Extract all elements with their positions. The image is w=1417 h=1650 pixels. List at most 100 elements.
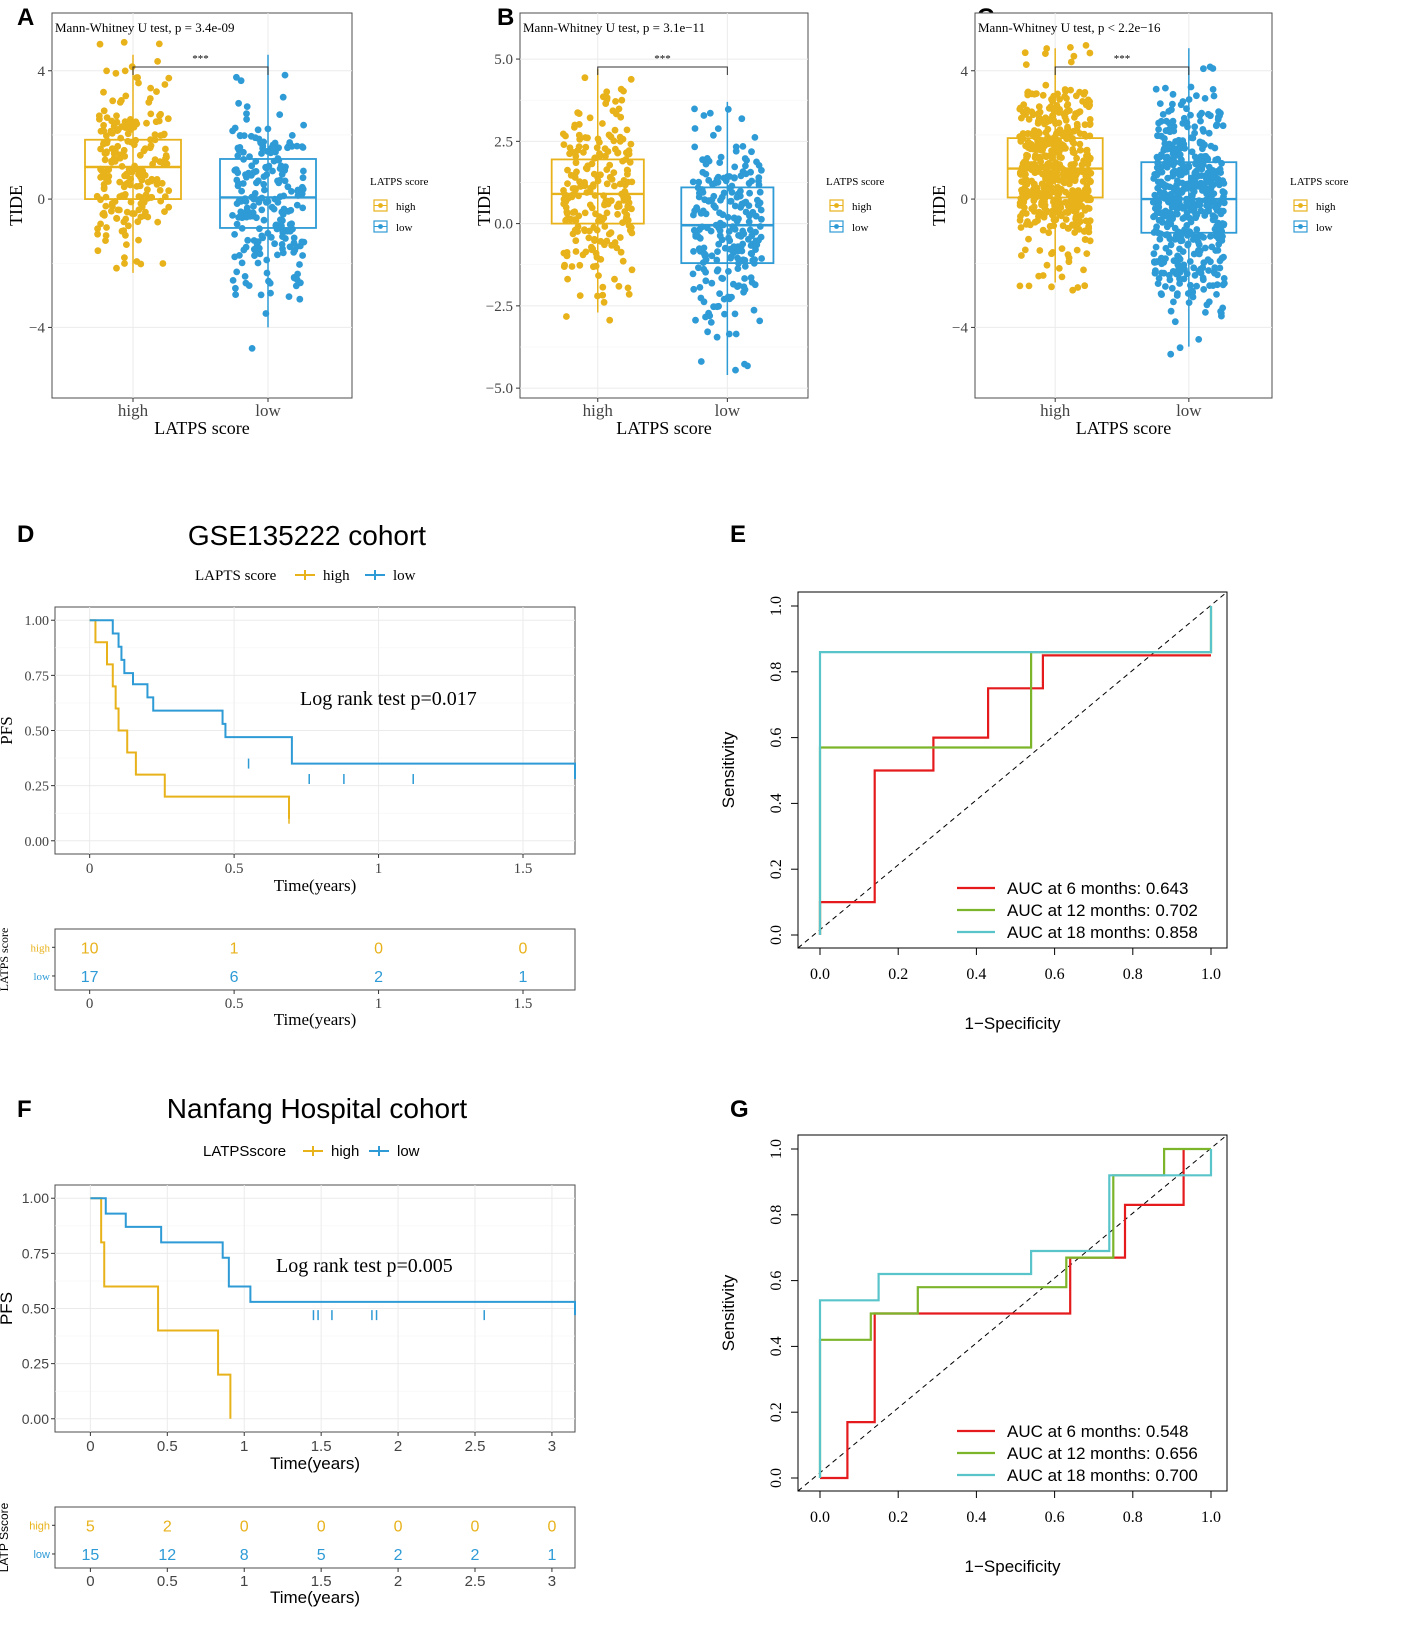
data-point-high [1049, 146, 1057, 154]
data-point-high [576, 292, 584, 299]
data-point-high [116, 151, 124, 159]
risk-count: 1 [519, 969, 528, 986]
data-point-low [264, 198, 272, 205]
data-point-high [563, 210, 571, 217]
data-point-high [114, 142, 122, 150]
data-point-low [259, 145, 266, 152]
data-point-low [1150, 250, 1158, 258]
data-point-low [234, 152, 242, 160]
data-point-high [1076, 146, 1084, 154]
data-point-high [1020, 158, 1028, 166]
data-point-low [258, 150, 265, 157]
data-point-low [238, 187, 246, 195]
data-point-low [700, 265, 708, 273]
data-point-low [1176, 280, 1183, 287]
significance-bracket [1054, 66, 1190, 75]
data-point-high [154, 218, 162, 226]
data-point-low [1220, 199, 1228, 207]
data-point-high [572, 152, 580, 160]
data-point-low [248, 162, 256, 170]
data-point-low [734, 254, 741, 262]
risk-count: 1 [230, 940, 239, 957]
data-point-low [269, 145, 277, 152]
data-point-high [122, 215, 130, 223]
data-point-low [1179, 98, 1187, 105]
data-point-low [1210, 268, 1218, 276]
legend-label-high: high [852, 201, 872, 213]
data-point-high [603, 88, 611, 96]
data-point-low [243, 173, 250, 181]
data-point-low [730, 243, 738, 251]
data-point-high [1074, 169, 1081, 177]
data-point-low [290, 249, 298, 256]
data-point-high [572, 248, 580, 255]
panel-letter-b: B [497, 4, 514, 31]
legend-title: LATPS score [826, 176, 884, 188]
data-point-low [1155, 119, 1162, 127]
data-point-low [1187, 83, 1195, 91]
data-point-high [1069, 286, 1077, 294]
significance-bracket [597, 66, 728, 75]
data-point-high [581, 74, 589, 82]
y-tick-label: 0.0 [768, 1468, 785, 1488]
data-point-low [286, 139, 294, 146]
data-point-high [601, 145, 609, 153]
data-point-high [586, 187, 594, 195]
data-point-low [1200, 286, 1208, 293]
data-point-low [233, 176, 241, 184]
data-point-high [1030, 197, 1038, 205]
data-point-high [1016, 282, 1024, 290]
data-point-low [261, 186, 268, 194]
data-point-high [1073, 246, 1081, 254]
data-point-low [696, 284, 704, 291]
data-point-low [258, 206, 266, 214]
data-point-low [1169, 90, 1177, 98]
data-point-low [710, 131, 717, 139]
data-point-high [113, 264, 120, 272]
x-tick-label: high [118, 401, 149, 420]
legend-label-high: high [1316, 201, 1336, 213]
data-point-low [1175, 199, 1183, 207]
panel-letter-d: D [17, 521, 34, 548]
data-point-low [747, 242, 755, 249]
data-point-high [1019, 168, 1027, 176]
data-point-low [264, 125, 272, 133]
data-point-high [96, 115, 103, 123]
data-point-low [1209, 86, 1217, 93]
data-point-high [100, 107, 108, 115]
data-point-low [743, 157, 750, 164]
data-point-low [1164, 192, 1172, 199]
data-point-low [281, 71, 289, 79]
data-point-low [1190, 181, 1198, 189]
data-point-low [300, 121, 307, 129]
data-point-low [237, 208, 245, 216]
data-point-low [1165, 249, 1173, 256]
data-point-low [718, 274, 726, 282]
data-point-high [159, 260, 167, 267]
legend-label-6m: AUC at 6 months: 0.548 [1007, 1422, 1188, 1441]
data-point-high [1050, 198, 1057, 206]
data-point-low [1174, 290, 1181, 298]
data-point-low [1197, 232, 1205, 240]
y-axis-title: Sensitivity [719, 1274, 738, 1351]
data-point-high [1064, 170, 1071, 178]
data-point-high [616, 234, 624, 241]
data-point-high [595, 272, 602, 279]
data-point-low [712, 179, 719, 187]
data-point-low [1162, 84, 1169, 92]
data-point-low [245, 282, 253, 289]
data-point-high [162, 145, 169, 153]
y-tick-label: 0.6 [768, 728, 785, 748]
data-point-low [263, 171, 271, 179]
data-point-low [1181, 213, 1189, 221]
data-point-high [601, 241, 608, 249]
data-point-low [1154, 132, 1161, 140]
data-point-high [590, 263, 597, 271]
data-point-high [1039, 226, 1047, 234]
km-plot-gse135222: GSE135222 cohort LAPTS score high low 0.00 0.… [0, 520, 576, 1029]
y-tick-label: 4 [961, 64, 969, 80]
data-point-high [133, 258, 141, 265]
data-point-high [1045, 229, 1053, 237]
data-point-high [135, 236, 142, 244]
data-point-high [1055, 139, 1062, 147]
